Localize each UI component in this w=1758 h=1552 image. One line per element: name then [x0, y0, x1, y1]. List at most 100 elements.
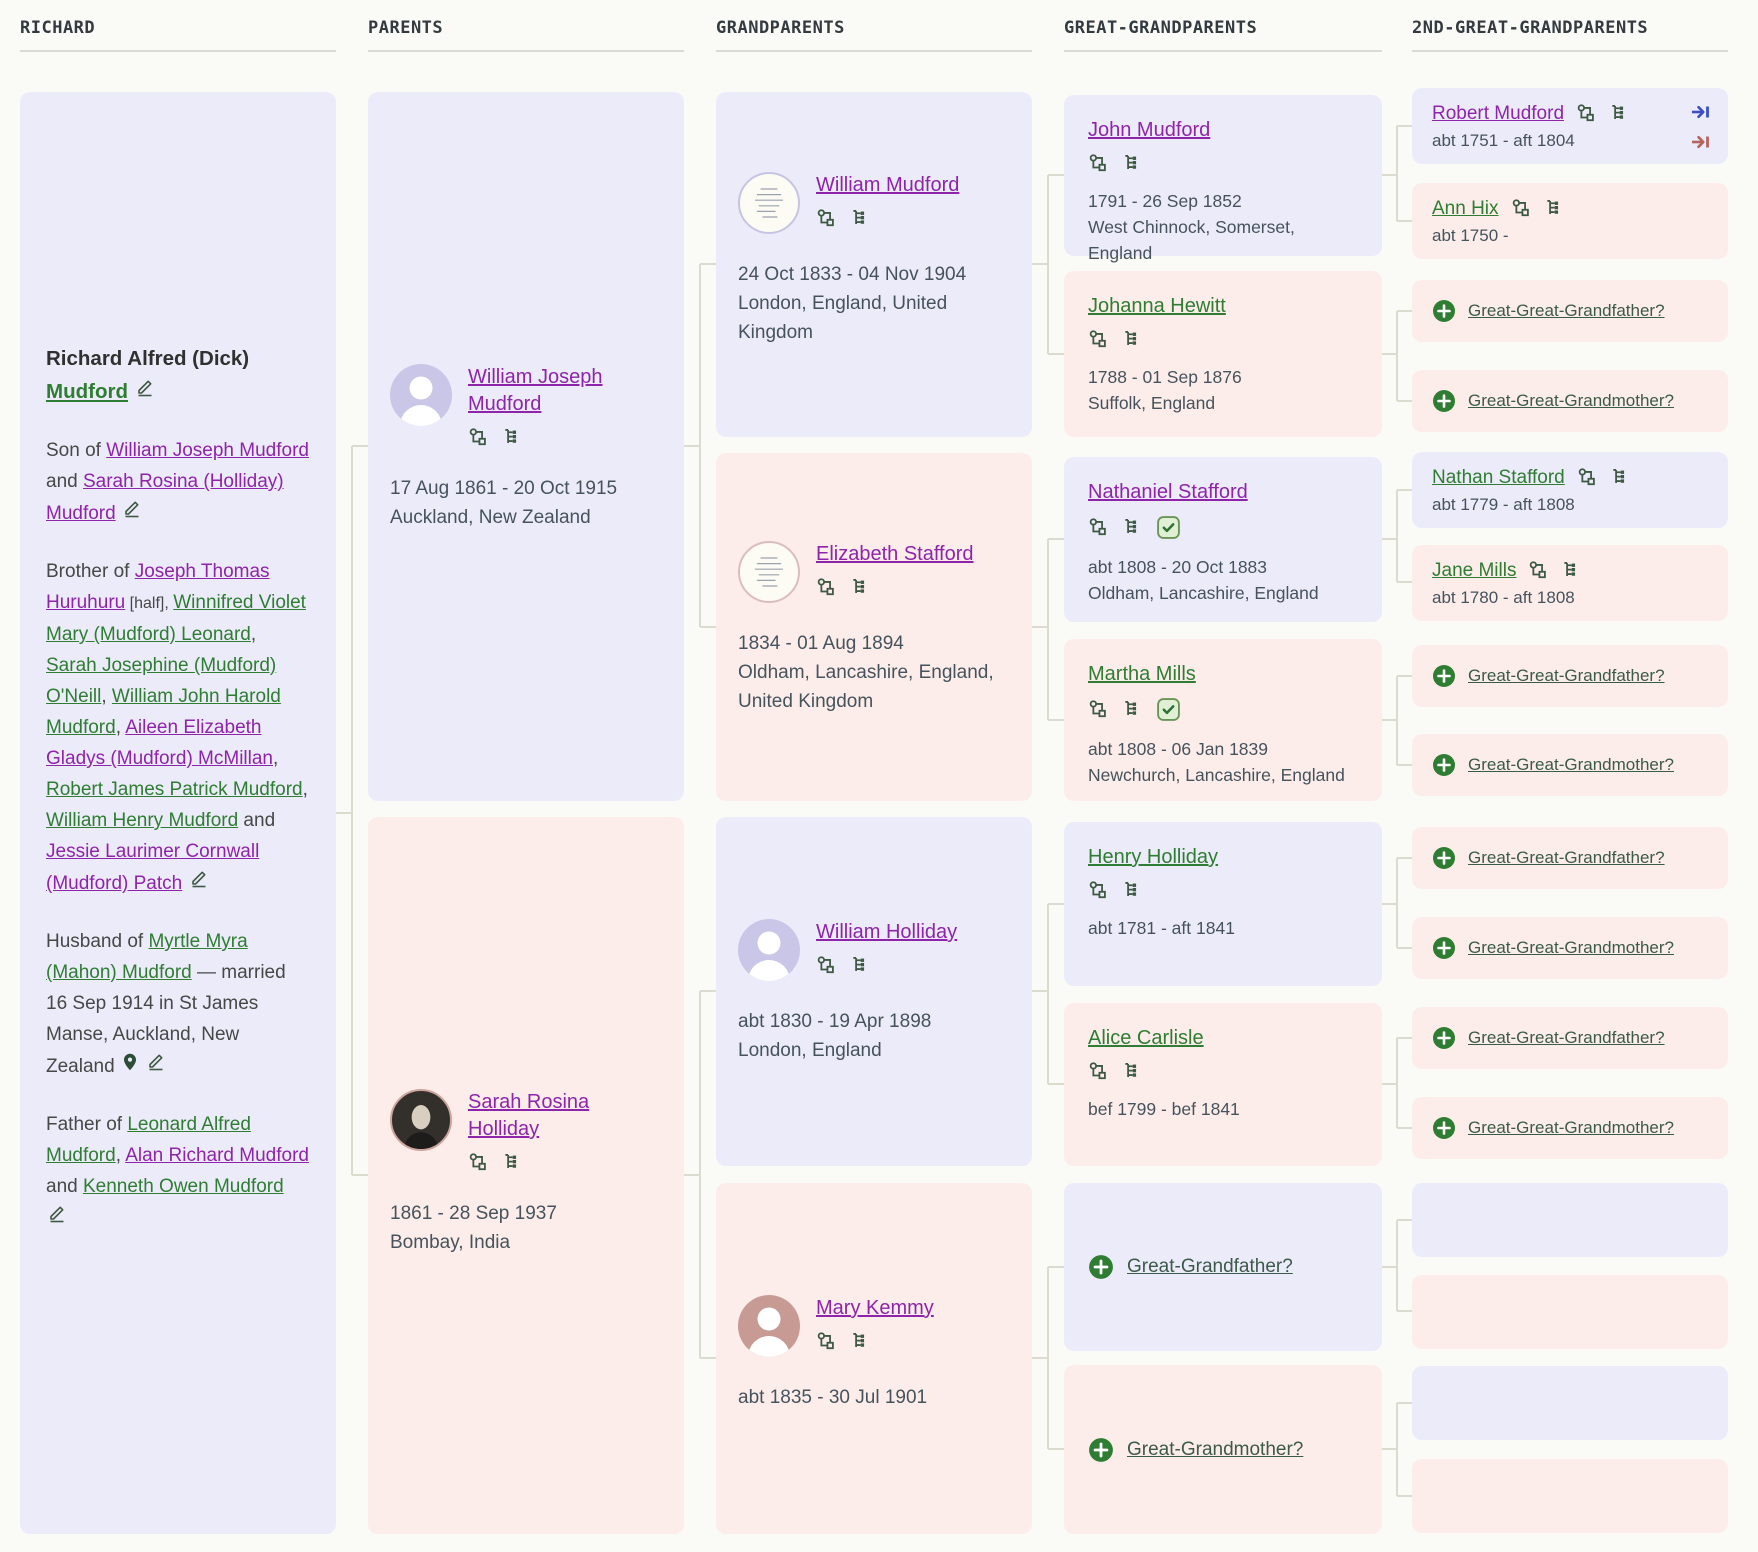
add-great-grandmother-link[interactable]: Great-Grandmother? [1127, 1438, 1304, 1460]
person-link[interactable]: William Holliday [816, 921, 958, 943]
tree-icon[interactable] [1609, 103, 1630, 124]
share-icon[interactable] [816, 208, 837, 229]
share-icon[interactable] [1528, 560, 1549, 581]
tree-icon[interactable] [1122, 1061, 1143, 1082]
tree-icon[interactable] [1544, 198, 1565, 219]
edit-marriage-icon[interactable] [145, 1050, 167, 1072]
person-link[interactable]: Sarah Rosina Holliday [468, 1091, 590, 1140]
plus-circle-icon[interactable] [1432, 1026, 1456, 1050]
profile-photo[interactable] [390, 1089, 452, 1151]
edit-parents-icon[interactable] [121, 497, 143, 519]
plus-circle-icon[interactable] [1432, 389, 1456, 413]
sibling-link[interactable]: Jessie Laurimer Cornwall (Mudford) Patch [46, 841, 260, 894]
tree-icon[interactable] [1122, 153, 1143, 174]
profile-photo-placeholder-male[interactable] [738, 919, 800, 981]
person-card-henry-holliday: Henry Holliday abt 1781 - aft 1841 [1064, 822, 1382, 986]
person-link[interactable]: William Joseph Mudford [468, 366, 603, 415]
jump-paternal-line-icon[interactable] [1689, 102, 1712, 122]
plus-circle-icon[interactable] [1432, 753, 1456, 777]
plus-circle-icon[interactable] [1432, 936, 1456, 960]
person-link[interactable]: Henry Holliday [1088, 846, 1219, 868]
sibling-link[interactable]: Winnifred Violet Mary (Mudford) Leonard [46, 592, 306, 645]
tree-icon[interactable] [1122, 329, 1143, 350]
person-link[interactable]: Mary Kemmy [816, 1297, 934, 1319]
tree-icon[interactable] [850, 577, 871, 598]
jump-maternal-line-icon[interactable] [1689, 132, 1712, 152]
location-pin-icon[interactable] [120, 1052, 140, 1072]
person-link[interactable]: Alice Carlisle [1088, 1027, 1204, 1049]
add-2nd-great-grandfather-link[interactable]: Great-Great-Grandfather? [1468, 301, 1665, 320]
share-icon[interactable] [1088, 517, 1109, 538]
add-2nd-great-grandfather-link[interactable]: Great-Great-Grandfather? [1468, 848, 1665, 867]
plus-circle-icon[interactable] [1432, 299, 1456, 323]
father-link[interactable]: William Joseph Mudford [106, 440, 309, 461]
share-icon[interactable] [816, 577, 837, 598]
sibling-link[interactable]: Sarah Josephine (Mudford) O'Neill [46, 655, 277, 707]
add-2nd-great-grandfather-link[interactable]: Great-Great-Grandfather? [1468, 666, 1665, 685]
edit-siblings-icon[interactable] [188, 867, 210, 889]
add-2nd-great-grandmother-link[interactable]: Great-Great-Grandmother? [1468, 755, 1674, 774]
share-icon[interactable] [1577, 467, 1598, 488]
add-2nd-great-grandmother-link[interactable]: Great-Great-Grandmother? [1468, 938, 1674, 957]
child-link[interactable]: Leonard Alfred Mudford [46, 1114, 251, 1166]
plus-circle-icon[interactable] [1432, 846, 1456, 870]
person-link[interactable]: John Mudford [1088, 119, 1211, 141]
plus-circle-icon[interactable] [1432, 1116, 1456, 1140]
share-icon[interactable] [1088, 880, 1109, 901]
share-icon[interactable] [1088, 1061, 1109, 1082]
share-icon[interactable] [1576, 103, 1597, 124]
sibling-link[interactable]: Joseph Thomas Huruhuru [46, 561, 270, 613]
spouse-link[interactable]: Myrtle Myra (Mahon) Mudford [46, 931, 248, 983]
share-icon[interactable] [468, 427, 489, 448]
plus-circle-icon[interactable] [1088, 1254, 1114, 1280]
person-link[interactable]: Ann Hix [1432, 197, 1499, 219]
sibling-link[interactable]: Robert James Patrick Mudford [46, 779, 303, 800]
edit-name-icon[interactable] [134, 376, 156, 398]
mother-link[interactable]: Sarah Rosina (Holliday) Mudford [46, 471, 284, 524]
tree-icon[interactable] [1122, 517, 1143, 538]
sibling-link[interactable]: William Henry Mudford [46, 810, 239, 831]
share-icon[interactable] [816, 1331, 837, 1352]
person-link[interactable]: Nathaniel Stafford [1088, 481, 1248, 503]
add-2nd-great-grandfather-link[interactable]: Great-Great-Grandfather? [1468, 1028, 1665, 1047]
person-link[interactable]: Jane Mills [1432, 559, 1517, 581]
child-link[interactable]: Alan Richard Mudford [125, 1145, 309, 1166]
tree-icon[interactable] [850, 1331, 871, 1352]
share-icon[interactable] [816, 955, 837, 976]
share-icon[interactable] [468, 1152, 489, 1173]
plus-circle-icon[interactable] [1432, 664, 1456, 688]
tree-icon[interactable] [1561, 560, 1582, 581]
tree-icon[interactable] [502, 1152, 523, 1173]
profile-photo-document[interactable] [738, 172, 800, 234]
profile-photo-document[interactable] [738, 541, 800, 603]
checkbox-icon[interactable] [1156, 697, 1181, 722]
tree-icon[interactable] [850, 955, 871, 976]
plus-circle-icon[interactable] [1088, 1437, 1114, 1463]
add-2nd-great-grandmother-link[interactable]: Great-Great-Grandmother? [1468, 391, 1674, 410]
tree-icon[interactable] [1610, 467, 1631, 488]
person-link[interactable]: William Mudford [816, 174, 960, 196]
add-great-grandfather-link[interactable]: Great-Grandfather? [1127, 1256, 1293, 1277]
share-icon[interactable] [1088, 699, 1109, 720]
focus-surname-link[interactable]: Mudford [46, 380, 128, 403]
person-link[interactable]: Martha Mills [1088, 663, 1196, 685]
person-link[interactable]: Robert Mudford [1432, 102, 1565, 124]
tree-icon[interactable] [502, 427, 523, 448]
profile-photo-placeholder-male[interactable] [390, 364, 452, 426]
checkbox-icon[interactable] [1156, 515, 1181, 540]
share-icon[interactable] [1088, 329, 1109, 350]
profile-photo-placeholder-female[interactable] [738, 1295, 800, 1357]
sibling-link[interactable]: William John Harold Mudford [46, 686, 281, 738]
add-2nd-great-grandmother-link[interactable]: Great-Great-Grandmother? [1468, 1118, 1674, 1137]
tree-icon[interactable] [1122, 699, 1143, 720]
tree-icon[interactable] [1122, 880, 1143, 901]
tree-icon[interactable] [850, 208, 871, 229]
person-link[interactable]: Johanna Hewitt [1088, 295, 1226, 317]
person-link[interactable]: Elizabeth Stafford [816, 543, 974, 565]
child-link[interactable]: Kenneth Owen Mudford [82, 1176, 284, 1197]
edit-children-icon[interactable] [46, 1202, 68, 1224]
person-link[interactable]: Nathan Stafford [1432, 466, 1565, 488]
share-icon[interactable] [1511, 198, 1532, 219]
sibling-link[interactable]: Aileen Elizabeth Gladys (Mudford) McMill… [46, 717, 273, 769]
share-icon[interactable] [1088, 153, 1109, 174]
